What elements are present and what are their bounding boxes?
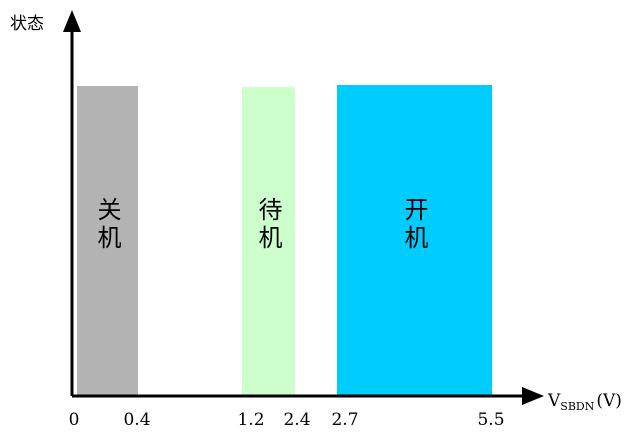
y-axis-arrow [63, 10, 81, 32]
region-on [337, 85, 492, 396]
region-off [77, 86, 138, 396]
region-on-label: 开机 [400, 197, 428, 253]
x-tick-label: 5.5 [477, 410, 504, 430]
x-tick-label: 2.4 [283, 410, 310, 430]
region-standby [242, 87, 295, 396]
x-axis-arrow [522, 387, 544, 405]
region-off-label: 关机 [93, 197, 121, 253]
x-tick-label: 0 [69, 410, 80, 430]
x-tick-label: 0.4 [123, 410, 150, 430]
region-standby-label: 待机 [254, 197, 282, 253]
y-axis-label: 状态 [10, 14, 44, 34]
x-tick-label: 1.2 [237, 410, 264, 430]
x-tick-label: 2.7 [331, 410, 358, 430]
x-axis-label: VSBDN (V) [547, 391, 622, 413]
